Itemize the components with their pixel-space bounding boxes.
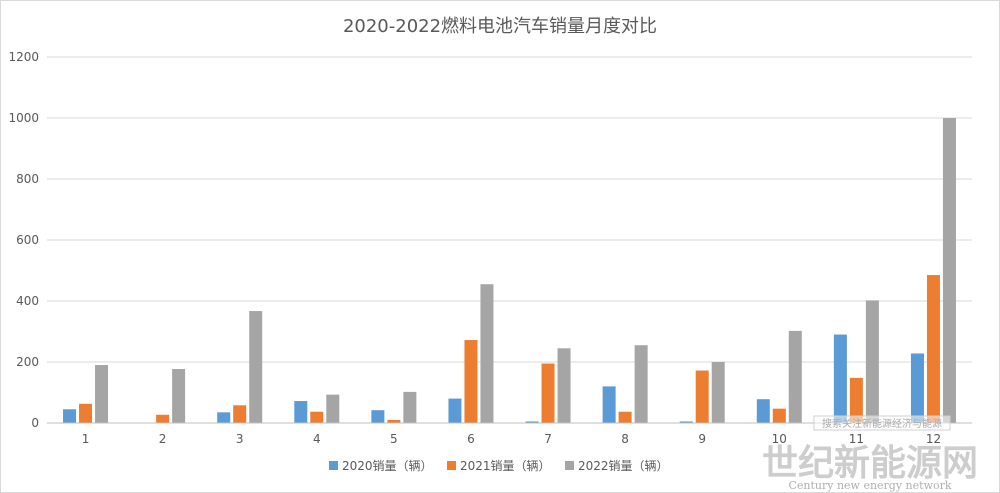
chart-title: 2020-2022燃料电池汽车销量月度对比 — [343, 16, 657, 37]
watermark-logo-text: 世纪新能源网 — [762, 442, 978, 484]
y-tick-label: 400 — [16, 294, 39, 308]
watermark-caption-box — [813, 415, 951, 431]
bar-series-1-month-3 — [217, 412, 231, 423]
watermark-caption: 搜索关注新能源经济与能源 — [822, 417, 942, 430]
bar-series-3-month-11 — [865, 300, 879, 423]
x-tick-label: 9 — [698, 432, 706, 446]
bar-series-3-month-2 — [172, 369, 186, 423]
bar-series-1-month-9 — [679, 421, 693, 423]
bar-series-2-month-12 — [926, 275, 940, 423]
bar-series-1-month-1 — [63, 409, 77, 423]
bar-series-3-month-10 — [788, 330, 802, 423]
x-tick-label: 1 — [82, 432, 90, 446]
bar-series-2-month-6 — [464, 340, 478, 423]
legend-swatch-3 — [565, 461, 574, 470]
bar-series-1-month-8 — [602, 386, 616, 423]
bar-series-1-month-11 — [833, 334, 847, 423]
legend: 2020销量（辆） 2021销量（辆） 2022销量（辆） — [329, 459, 669, 473]
y-tick-label: 1200 — [8, 50, 39, 64]
bar-series-2-month-8 — [618, 411, 632, 423]
legend-label-1: 2020销量（辆） — [342, 459, 433, 473]
x-tick-label: 5 — [390, 432, 398, 446]
x-axis-ticks: 1 2 3 4 5 6 7 8 9 10 11 12 — [82, 432, 941, 446]
y-tick-label: 0 — [31, 416, 39, 430]
legend-label-3: 2022销量（辆） — [578, 459, 669, 473]
legend-swatch-1 — [329, 461, 338, 470]
y-axis-ticks: 0 200 400 600 800 1000 1200 — [8, 50, 39, 430]
watermark: 搜索关注新能源经济与能源 世纪新能源网 Century new energy n… — [762, 415, 978, 492]
bar-series-2-month-4 — [310, 411, 324, 423]
bar-series-3-month-3 — [249, 311, 263, 423]
x-tick-label: 7 — [544, 432, 552, 446]
bar-series-2-month-10 — [772, 408, 786, 423]
x-tick-label: 11 — [849, 432, 864, 446]
x-tick-label: 6 — [467, 432, 475, 446]
bar-series-2-month-11 — [849, 377, 863, 423]
bar-series-2-month-2 — [156, 414, 170, 423]
bar-series-3-month-4 — [326, 394, 340, 423]
legend-label-2: 2021销量（辆） — [460, 459, 551, 473]
y-tick-label: 600 — [16, 233, 39, 247]
x-tick-label: 2 — [159, 432, 167, 446]
bar-series-2-month-9 — [695, 370, 709, 423]
bar-series-2-month-5 — [387, 419, 401, 423]
bar-series-2-month-7 — [541, 363, 555, 423]
bar-series-1-month-6 — [448, 398, 462, 423]
bar-series-3-month-6 — [480, 284, 494, 423]
bar-series-1-month-7 — [525, 421, 539, 423]
y-tick-label: 800 — [16, 172, 39, 186]
legend-swatch-2 — [447, 461, 456, 470]
bar-series-3-month-9 — [711, 362, 725, 423]
grid — [47, 56, 972, 363]
y-tick-label: 200 — [16, 355, 39, 369]
bar-series-2-month-3 — [233, 405, 247, 423]
bar-series-3-month-12 — [942, 118, 956, 423]
x-tick-label: 12 — [926, 432, 941, 446]
bar-series-1-month-4 — [294, 401, 308, 423]
x-tick-label: 10 — [772, 432, 787, 446]
watermark-logo-subtext: Century new energy network — [788, 479, 951, 492]
bar-series-2-month-1 — [79, 403, 93, 423]
x-tick-label: 4 — [313, 432, 321, 446]
x-tick-label: 3 — [236, 432, 244, 446]
y-tick-label: 1000 — [8, 111, 39, 125]
bar-series-1-month-12 — [910, 353, 924, 423]
bar-series-3-month-8 — [634, 345, 648, 423]
bar-series-3-month-7 — [557, 348, 571, 423]
bar-series-3-month-1 — [95, 365, 109, 423]
x-tick-label: 8 — [621, 432, 629, 446]
bar-series-1-month-10 — [756, 399, 770, 423]
bar-series-3-month-5 — [403, 391, 417, 423]
bar-series-1-month-5 — [371, 410, 385, 423]
bars — [63, 118, 956, 423]
